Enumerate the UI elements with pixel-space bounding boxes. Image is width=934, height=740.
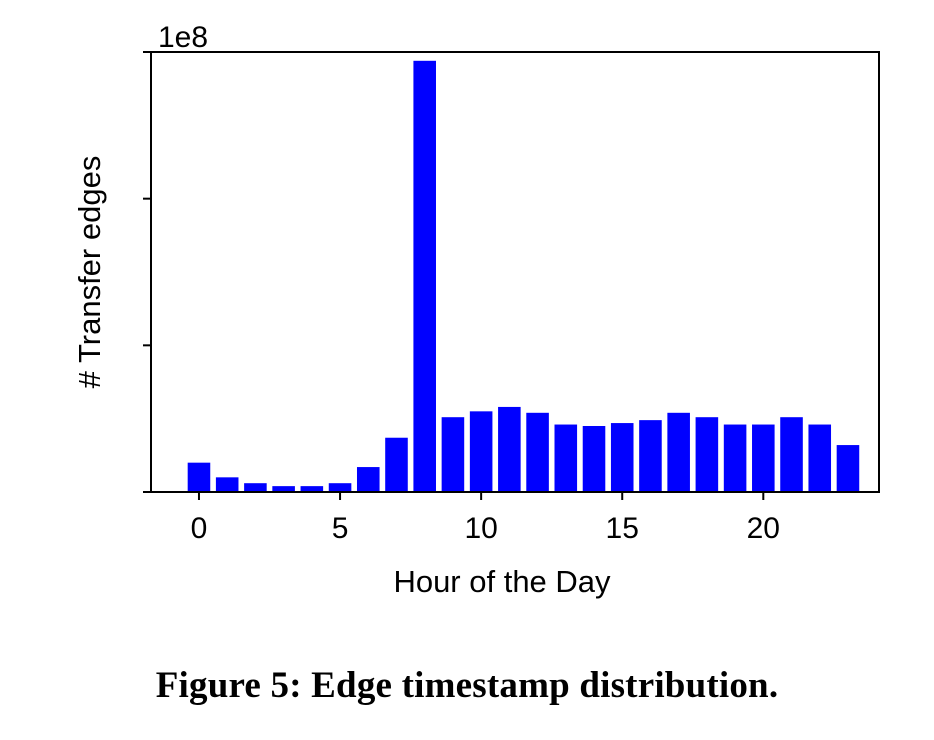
bar-hour-23 [836, 445, 860, 492]
bar-hour-0 [187, 462, 211, 492]
bar-hour-6 [356, 467, 380, 492]
bar-hour-13 [554, 424, 578, 492]
bar-hour-11 [498, 406, 521, 492]
bar-hour-7 [385, 437, 408, 492]
bar-hour-3 [272, 486, 295, 492]
plot-frame [150, 51, 880, 493]
bar-hour-16 [639, 420, 662, 492]
bar-hour-5 [328, 483, 352, 492]
bar-hour-15 [610, 423, 634, 492]
y-offset-text: 1e8 [158, 21, 208, 54]
bar-hour-10 [469, 411, 493, 492]
bar-hour-19 [723, 424, 747, 492]
bar-hour-8 [413, 60, 436, 493]
x-tick-label: 5 [332, 512, 349, 545]
bar-chart: 0 5 10 15 20 1e8 Hour of the Day # Transfer … [72, 21, 880, 599]
bar-hour-18 [695, 417, 719, 492]
bar-hour-9 [441, 417, 465, 492]
x-tick-label: 10 [464, 512, 497, 545]
x-tick-label: 0 [191, 512, 208, 545]
bar-hour-14 [582, 426, 606, 492]
bar-hour-2 [244, 483, 267, 492]
bar-hour-4 [300, 486, 324, 492]
x-axis-label: Hour of the Day [393, 564, 611, 599]
y-axis-label: # Transfer edges [72, 156, 107, 389]
bar-hour-21 [780, 417, 803, 492]
ticks-layer: 0 5 10 15 20 [143, 51, 780, 545]
bar-hour-22 [808, 424, 832, 492]
bar-hour-1 [215, 477, 239, 492]
figure-caption: Figure 5: Edge timestamp distribution. [155, 665, 779, 706]
bar-hour-20 [752, 424, 775, 492]
bar-hour-12 [526, 412, 549, 492]
x-tick-label: 15 [606, 512, 639, 545]
x-tick-label: 20 [747, 512, 780, 545]
bars-layer [187, 60, 860, 493]
bar-hour-17 [667, 412, 690, 492]
